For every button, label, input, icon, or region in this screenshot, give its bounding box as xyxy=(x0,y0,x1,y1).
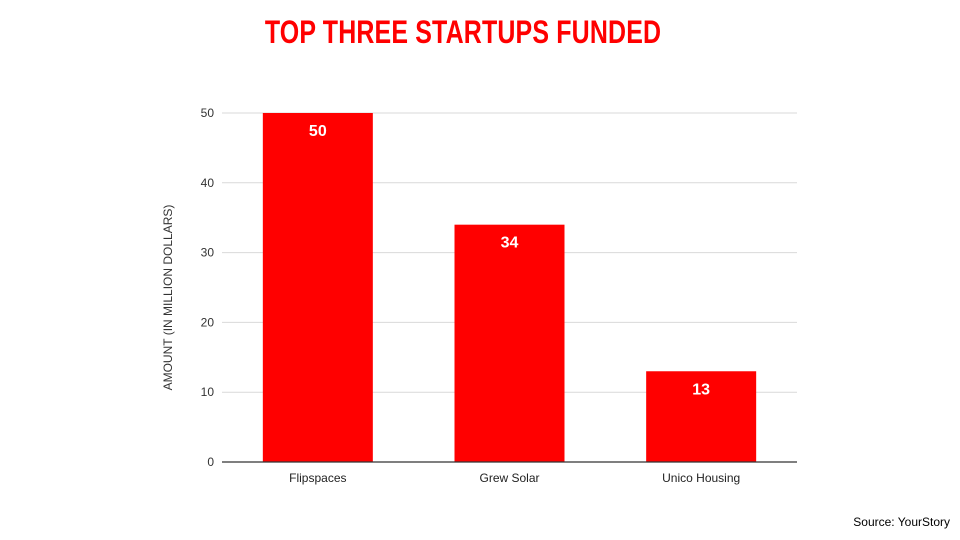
bar-value-label: 34 xyxy=(501,235,519,252)
x-tick-label: Flipspaces xyxy=(289,471,346,485)
y-tick-label: 0 xyxy=(207,455,214,469)
bar xyxy=(454,224,565,462)
x-axis-ticks: Flipspaces Grew Solar Unico Housing xyxy=(289,471,740,485)
y-tick-label: 30 xyxy=(201,246,215,260)
bar-value-label: 13 xyxy=(692,381,710,398)
bar xyxy=(646,371,757,462)
y-tick-label: 40 xyxy=(201,176,215,190)
bar-value-labels: 50 34 13 xyxy=(309,123,710,398)
source-note: Source: YourStory xyxy=(853,515,950,529)
bars xyxy=(262,113,757,462)
bar xyxy=(262,113,373,462)
x-tick-label: Unico Housing xyxy=(662,471,740,485)
y-tick-label: 10 xyxy=(201,385,215,399)
y-axis-label: AMOUNT (IN MILLION DOLLARS) xyxy=(161,205,175,391)
y-axis-ticks: 0 10 20 30 40 50 xyxy=(201,106,215,469)
chart-title: TOP THREE STARTUPS FUNDED xyxy=(264,14,662,50)
x-tick-label: Grew Solar xyxy=(479,471,539,485)
y-tick-label: 20 xyxy=(201,315,215,329)
y-tick-label: 50 xyxy=(201,106,215,120)
bar-value-label: 50 xyxy=(309,123,327,140)
